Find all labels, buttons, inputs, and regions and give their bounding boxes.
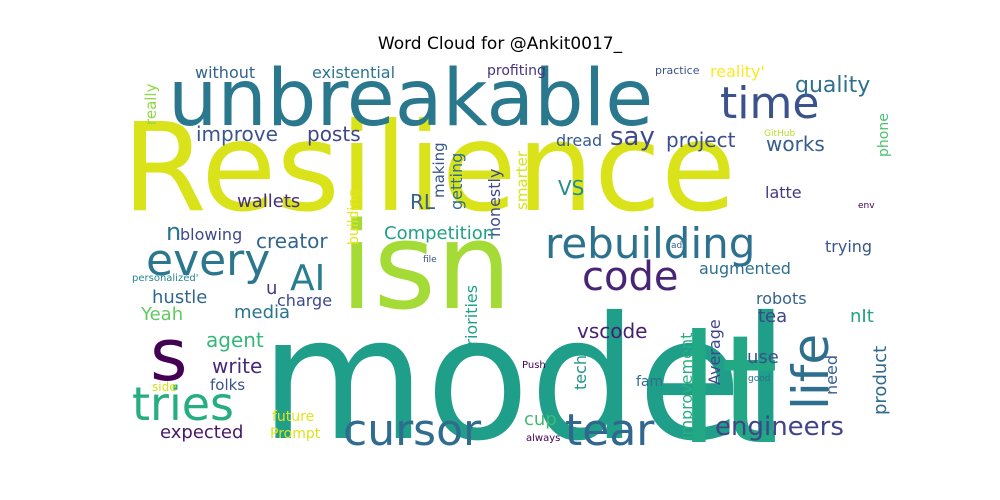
word-say: say (610, 122, 655, 152)
word-resilience: Resilience (122, 97, 736, 239)
word-posts: posts (307, 122, 361, 146)
word-file: file (423, 255, 437, 265)
word-personalized: personalized' (132, 273, 198, 284)
word-media: media (234, 302, 290, 323)
word-always: always (526, 433, 560, 444)
word-rebuilding: rebuilding (545, 219, 755, 268)
word-really: really (142, 83, 160, 125)
word-expected: expected (160, 422, 243, 443)
word-cup: cup (524, 409, 557, 430)
word-hustle: hustle (152, 287, 207, 308)
word-cursor: cursor (343, 405, 482, 456)
word-reality: reality' (710, 62, 765, 81)
word-average: Average (705, 319, 724, 385)
word-making: making (430, 142, 448, 198)
word-competition: Competition (384, 223, 494, 244)
word-push: Push (522, 360, 546, 371)
word-augmented: augmented (699, 259, 791, 278)
word-ads: ads (671, 241, 687, 251)
word-tech: tech (571, 355, 590, 390)
word-without: without (195, 63, 255, 82)
chart-title: Word Cloud for @Ankit0017_ (377, 34, 623, 54)
word-side: side (152, 380, 177, 394)
word-lt: lt (678, 304, 779, 478)
word-tear: tear (565, 405, 655, 456)
word-works: works (766, 132, 825, 156)
word-trying: trying (825, 237, 872, 256)
word-every: every (146, 235, 270, 286)
word-ai: AI (290, 258, 325, 299)
word-write: write (212, 354, 262, 378)
word-getting: getting (447, 153, 466, 210)
word-latte: latte (765, 183, 802, 202)
word-product: product (870, 346, 891, 415)
word-github: GitHub (764, 129, 795, 139)
word-honestly: honestly (485, 169, 504, 237)
word-nit: nIt (850, 306, 874, 327)
word-creator: creator (256, 229, 328, 253)
word-project: project (666, 128, 736, 152)
word-agent: agent (206, 328, 264, 352)
word-life: life (782, 334, 840, 410)
word-priorities: Priorities (462, 285, 481, 355)
word-wallets: wallets (237, 191, 300, 212)
word-n: n (166, 218, 181, 246)
word-engineers: engineers (715, 412, 844, 442)
word-tries: tries (132, 377, 234, 431)
word-rl: RL (410, 190, 436, 214)
word-use: use (747, 347, 779, 368)
word-isn: isn (340, 198, 512, 337)
word-quality: quality (795, 73, 870, 98)
word-practice: practice (655, 64, 700, 77)
word-blowing: blowing (180, 225, 242, 244)
word-u: u (266, 278, 277, 299)
word-vs: VS (558, 176, 584, 200)
word-model: model (260, 281, 789, 479)
word-time: time (720, 78, 819, 129)
word-robots: robots (756, 289, 807, 308)
word-future: future (272, 409, 314, 425)
word-env: env (858, 201, 875, 211)
word-yeah: Yeah (140, 304, 183, 325)
word-charge: charge (277, 291, 332, 310)
word-good: good (748, 374, 770, 384)
word-code: code (582, 254, 678, 300)
word-prompt: Prompt (270, 426, 321, 442)
word-building: building (346, 189, 362, 245)
word-tea: tea (758, 306, 787, 327)
word-dread: dread (556, 131, 602, 150)
word-profiting: profiting (487, 63, 546, 79)
word-fam: fam (636, 374, 663, 390)
word-phone: phone (876, 113, 892, 157)
word-improve: improve (196, 122, 278, 146)
word-folks: folks (210, 376, 245, 394)
word-vscode: vscode (577, 319, 648, 343)
word-existential: existential (312, 63, 395, 82)
word-smarter: smarter (513, 150, 531, 210)
word-s: s (150, 313, 188, 397)
word-need: need (822, 355, 841, 395)
word-unbreakable: unbreakable (168, 54, 653, 144)
word-improvement: improvement (677, 333, 696, 440)
